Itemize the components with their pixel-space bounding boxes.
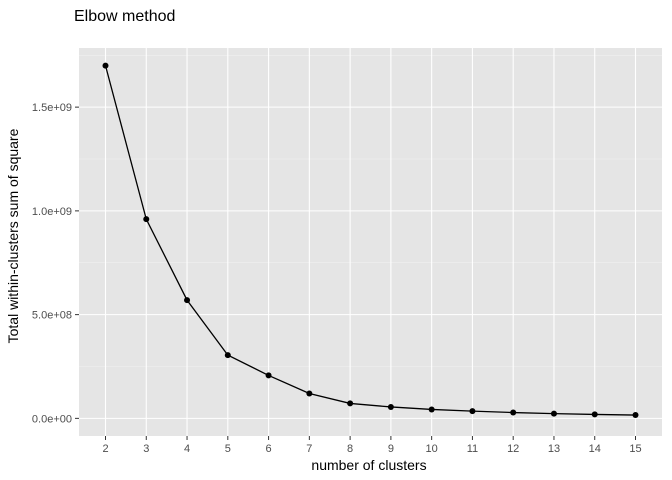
x-tick-label: 12 [507,443,519,455]
y-tick-label: 1.5e+09 [32,102,72,114]
data-point [387,403,394,410]
data-point [550,410,557,417]
x-tick-label: 15 [629,443,641,455]
series-line [104,65,636,416]
data-point [347,400,354,407]
data-point [306,390,313,397]
data-point [143,216,150,223]
x-tick-label: 2 [102,443,108,455]
data-point [632,412,639,419]
data-point [265,372,272,379]
grid-minor-lines [79,54,662,367]
x-tick-label: 10 [426,443,438,455]
data-point [102,62,109,69]
grid-major-lines [79,48,662,436]
x-tick-label: 11 [467,443,478,455]
y-tick-label: 0.0e+00 [32,413,72,425]
data-point [469,408,476,415]
chart-title: Elbow method [74,8,175,25]
x-tick-label: 7 [306,443,312,455]
y-tick-label: 1.0e+09 [32,206,72,218]
y-axis-title: Total within-clusters sum of square [5,128,21,343]
data-point [428,406,435,413]
plot-panel [79,48,662,436]
x-tick-label: 5 [225,443,231,455]
axis-tick-labels: 2 3 4 5 6 7 8 9 10 11 12 13 14 15 0.0e+00 5.0e+08 1.0e+0… [32,102,642,455]
x-tick-label: 4 [184,443,190,455]
x-tick-label: 13 [548,443,560,455]
x-tick-label: 3 [143,443,149,455]
y-tick-label: 5.0e+08 [32,310,72,322]
x-tick-label: 8 [347,443,353,455]
axis-ticks [75,106,636,440]
x-tick-label: 14 [589,443,601,455]
data-point [510,409,517,416]
data-point [184,297,191,304]
x-tick-label: 6 [266,443,272,455]
x-tick-label: 9 [388,443,394,455]
series-points [102,62,639,419]
data-point [591,411,598,418]
x-axis-title: number of clusters [311,457,426,473]
data-point [224,352,231,359]
